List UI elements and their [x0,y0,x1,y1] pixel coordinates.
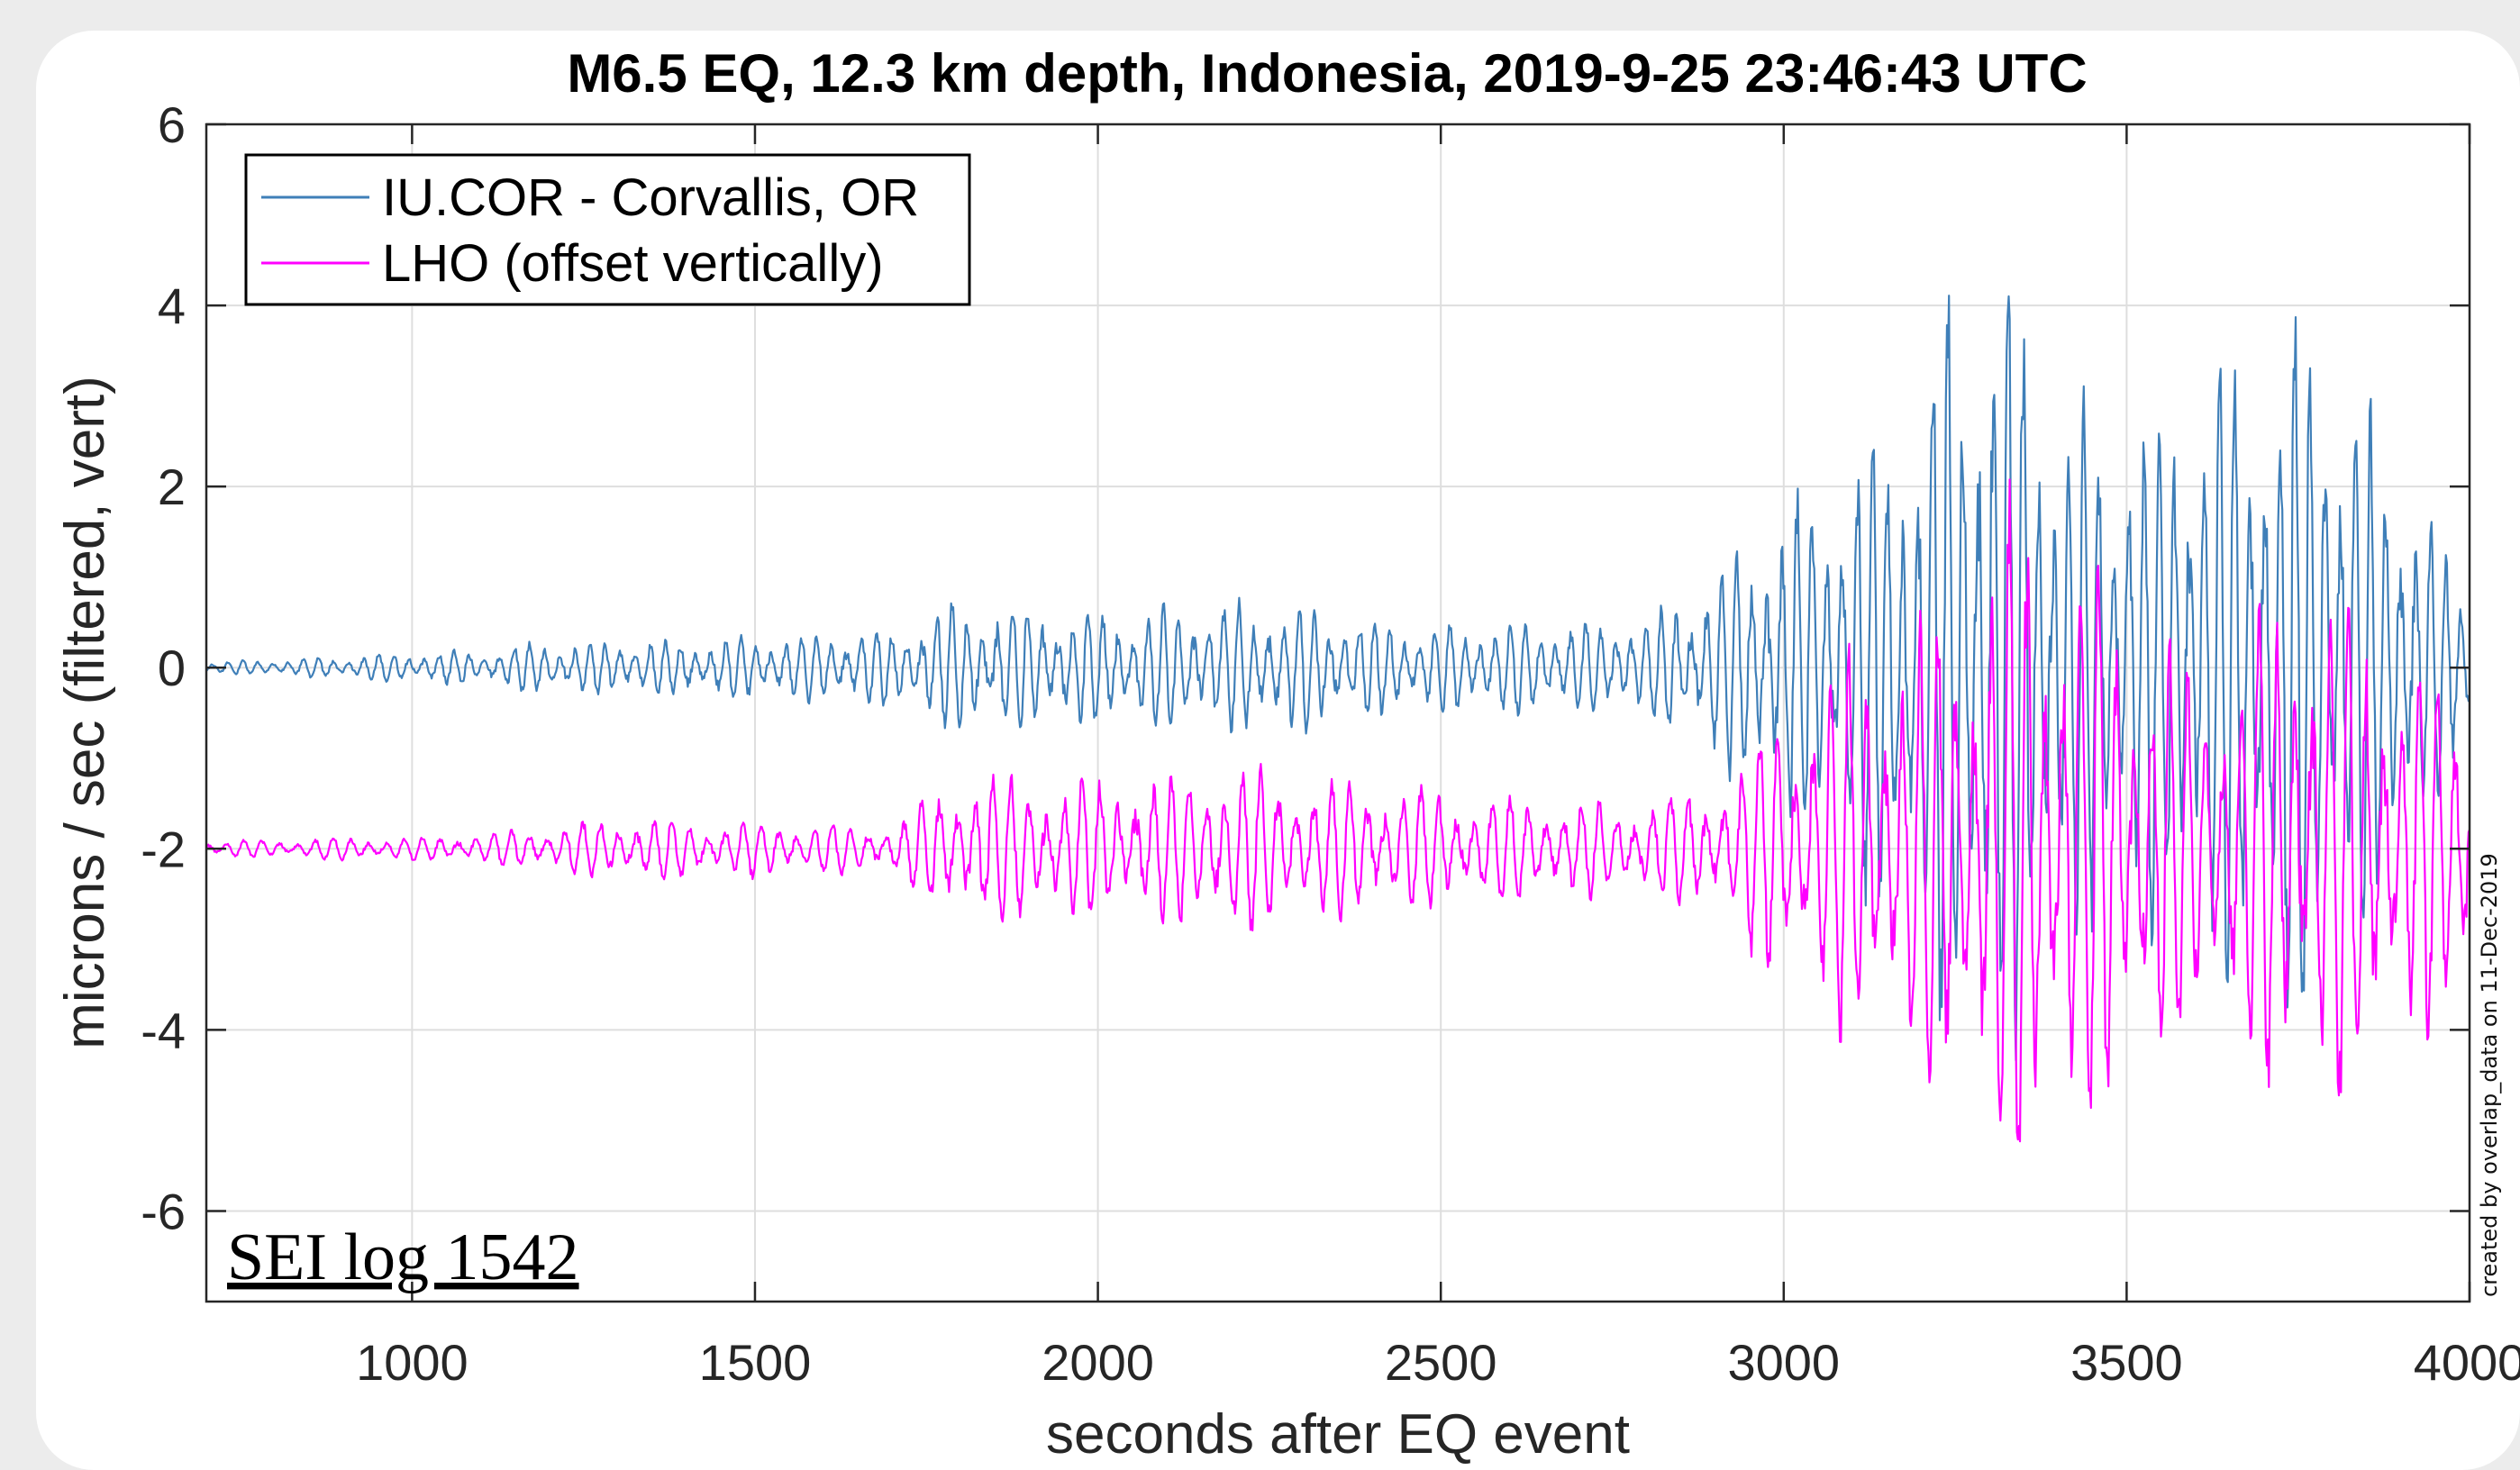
legend-box [244,153,971,306]
y-tick-label: -6 [141,1183,186,1239]
x-tick-label: 3000 [1727,1334,1840,1391]
legend-label-lho: LHO (offset vertically) [382,234,884,293]
y-tick-label: 6 [158,96,186,153]
x-tick-label: 1000 [356,1334,469,1391]
credit-note: created by overlap_data on 11-Dec-2019 [2477,853,2502,1297]
chart-title: M6.5 EQ, 12.3 km depth, Indonesia, 2019-… [567,43,2087,104]
y-axis-label: microns / sec (filtered, vert) [54,376,116,1049]
series-line-lho [205,478,2471,1143]
y-tick-label: 2 [158,458,186,515]
x-tick-label: 1500 [699,1334,812,1391]
y-tick-labels: 6 4 2 0 -2 -4 -6 [141,96,186,1239]
legend: IU.COR - Corvallis, OR LHO (offset verti… [244,153,971,306]
x-axis-label: seconds after EQ event [1046,1403,1630,1465]
x-tick-label: 3500 [2070,1334,2183,1391]
tick-marks [206,122,2471,1302]
axes-box [205,122,2471,1303]
y-tick-label: 4 [158,277,186,334]
y-tick-label: -4 [141,1002,186,1058]
series-line-iu-cor [205,295,2471,1062]
plot-area [205,295,2471,1143]
x-tick-label: 2500 [1385,1334,1497,1391]
x-tick-labels: 1000 1500 2000 2500 3000 3500 4000 [356,1334,2520,1391]
x-tick-label: 2000 [1042,1334,1154,1391]
y-tick-label: 0 [158,640,186,696]
legend-label-iu-cor: IU.COR - Corvallis, OR [382,168,919,227]
x-tick-label: 4000 [2414,1334,2520,1391]
sei-log-stamp: SEI log 1542 [227,1220,579,1294]
y-tick-label: -2 [141,821,186,877]
